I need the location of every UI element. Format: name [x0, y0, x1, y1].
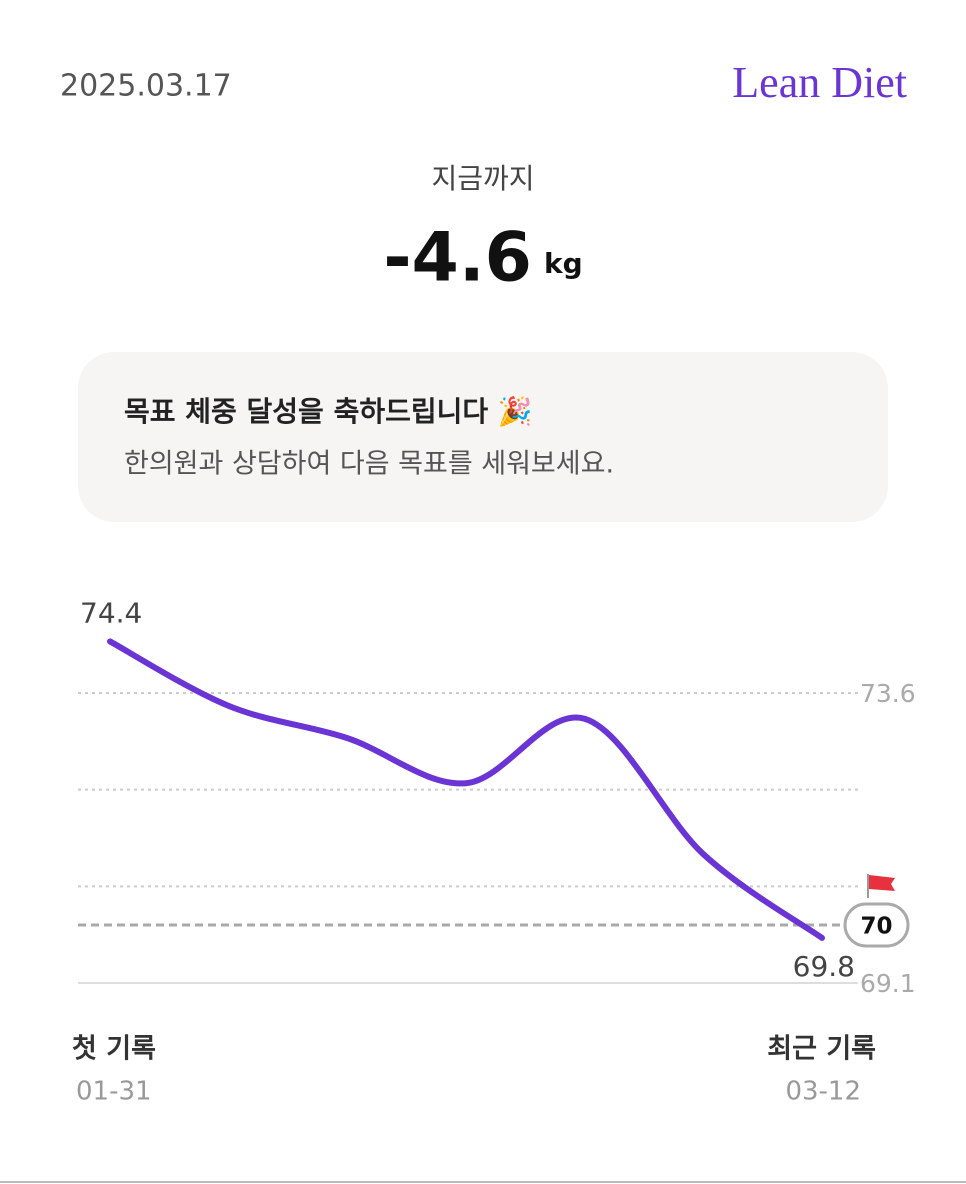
date: 2025.03.17	[60, 69, 232, 104]
notice-card	[78, 352, 888, 522]
x-tick-label: 01-31	[76, 1077, 152, 1107]
weight-line	[107, 638, 825, 941]
summary-unit: kg	[544, 247, 583, 280]
brand: Lean Diet	[732, 58, 907, 107]
end-label: 최근 기록	[767, 1034, 876, 1065]
notice-body: 한의원과 상담하여 다음 목표를 세워보세요.	[124, 449, 614, 480]
data-label: 74.4	[80, 596, 142, 629]
y-tick-label: 69.1	[860, 969, 916, 998]
x-tick-label: 03-12	[785, 1077, 861, 1107]
summary-value: -4.6	[383, 219, 532, 298]
chart: 73.6 69.1 70 74.4 69.8 첫 기록 최근 기록 01-31 03-12	[72, 596, 916, 1106]
notice-title: 목표 체중 달성을 축하드립니다 🎉	[124, 395, 533, 428]
flag	[869, 875, 895, 891]
summary-label: 지금까지	[431, 162, 534, 195]
start-label: 첫 기록	[72, 1034, 156, 1065]
goal-badge	[843, 902, 910, 948]
y-tick-label: 73.6	[860, 679, 916, 708]
goal-label: 70	[860, 914, 892, 940]
data-label: 69.8	[793, 950, 855, 983]
